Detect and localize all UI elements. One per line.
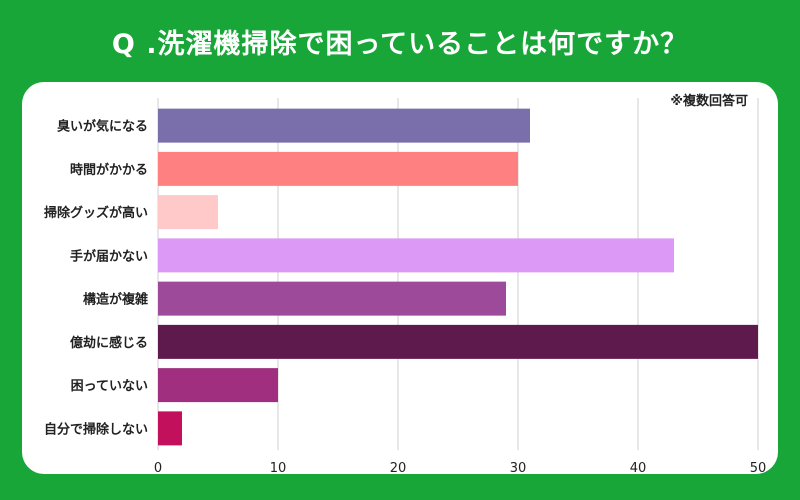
x-tick-label-20: 20 xyxy=(390,461,407,474)
bar-1 xyxy=(158,108,530,143)
category-label-4: 手が届かない xyxy=(70,248,148,264)
x-tick-label-10: 10 xyxy=(270,461,287,474)
x-tick-label-50: 50 xyxy=(750,461,767,474)
bar-6 xyxy=(158,324,758,359)
bar-2 xyxy=(158,151,518,186)
category-label-3: 掃除グッズが高い xyxy=(44,205,148,221)
chart-card: ※複数回答可 臭いが気になる時間がかかる掃除グッズが高い手が届かない構造が複雑億… xyxy=(22,82,778,474)
category-label-7: 困っていない xyxy=(71,379,148,394)
x-tick-label-0: 0 xyxy=(154,461,162,474)
bar-5 xyxy=(158,281,506,316)
category-label-1: 臭いが気になる xyxy=(57,119,148,135)
chart-title: Q .洗濯機掃除で困っていることは何ですか？ xyxy=(111,29,689,60)
bar-chart: 臭いが気になる時間がかかる掃除グッズが高い手が届かない構造が複雑億劫に感じる困っ… xyxy=(44,98,767,474)
bar-8 xyxy=(158,411,182,446)
x-tick-label-30: 30 xyxy=(510,461,527,474)
bar-4 xyxy=(158,238,674,273)
multiple-answer-note: ※複数回答可 xyxy=(670,94,748,109)
x-tick-label-40: 40 xyxy=(630,461,647,474)
bar-3 xyxy=(158,195,218,230)
category-label-5: 構造が複雑 xyxy=(83,292,148,308)
category-label-8: 自分で掃除しない xyxy=(44,421,148,437)
category-label-6: 億劫に感じる xyxy=(70,335,148,351)
bar-7 xyxy=(158,368,278,403)
category-label-2: 時間がかかる xyxy=(70,162,148,178)
